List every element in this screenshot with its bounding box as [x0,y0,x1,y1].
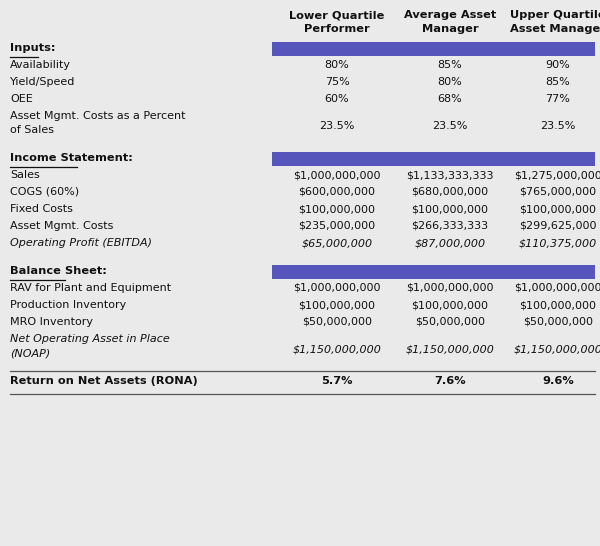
Text: $1,150,000,000: $1,150,000,000 [406,344,494,354]
Text: Asset Mgmt. Costs: Asset Mgmt. Costs [10,221,113,231]
Text: $100,000,000: $100,000,000 [299,204,376,214]
Text: 85%: 85% [545,77,571,87]
Text: Average Asset: Average Asset [404,10,496,20]
Text: $680,000,000: $680,000,000 [412,187,488,197]
Text: Balance Sheet:: Balance Sheet: [10,266,107,276]
Text: Inputs:: Inputs: [10,43,56,53]
Text: $600,000,000: $600,000,000 [299,187,376,197]
Text: Asset Manager: Asset Manager [510,24,600,34]
Text: $100,000,000: $100,000,000 [299,300,376,310]
Text: 23.5%: 23.5% [319,121,355,131]
Text: $100,000,000: $100,000,000 [412,204,488,214]
Text: 68%: 68% [437,94,463,104]
Text: $50,000,000: $50,000,000 [302,317,372,327]
Text: Availability: Availability [10,60,71,70]
Text: 85%: 85% [437,60,463,70]
Text: 23.5%: 23.5% [541,121,575,131]
Text: 23.5%: 23.5% [433,121,467,131]
Text: $100,000,000: $100,000,000 [520,300,596,310]
Text: Operating Profit (EBITDA): Operating Profit (EBITDA) [10,238,152,248]
Text: $1,000,000,000: $1,000,000,000 [293,170,381,180]
Text: $65,000,000: $65,000,000 [301,238,373,248]
Text: $1,000,000,000: $1,000,000,000 [514,283,600,293]
Text: COGS (60%): COGS (60%) [10,187,79,197]
Bar [272,42,595,56]
Text: $50,000,000: $50,000,000 [523,317,593,327]
Text: 60%: 60% [325,94,349,104]
Text: Net Operating Asset in Place: Net Operating Asset in Place [10,334,170,344]
Text: Production Inventory: Production Inventory [10,300,126,310]
Text: 75%: 75% [325,77,349,87]
Bar [272,265,595,279]
Text: 80%: 80% [437,77,463,87]
Text: $110,375,000: $110,375,000 [519,238,597,248]
Text: $1,150,000,000: $1,150,000,000 [514,344,600,354]
Text: Sales: Sales [10,170,40,180]
Text: 80%: 80% [325,60,349,70]
Text: Income Statement:: Income Statement: [10,153,133,163]
Text: $100,000,000: $100,000,000 [412,300,488,310]
Text: $1,150,000,000: $1,150,000,000 [293,344,382,354]
Text: MRO Inventory: MRO Inventory [10,317,93,327]
Text: RAV for Plant and Equipment: RAV for Plant and Equipment [10,283,171,293]
Text: Fixed Costs: Fixed Costs [10,204,73,214]
Text: Yield/Speed: Yield/Speed [10,77,76,87]
Text: $266,333,333: $266,333,333 [412,221,488,231]
Text: Manager: Manager [422,24,478,34]
Text: of Sales: of Sales [10,125,54,135]
Text: $1,275,000,000: $1,275,000,000 [514,170,600,180]
Text: $1,000,000,000: $1,000,000,000 [293,283,381,293]
Text: $765,000,000: $765,000,000 [520,187,596,197]
Text: $299,625,000: $299,625,000 [519,221,597,231]
Text: Performer: Performer [304,24,370,34]
Text: $1,000,000,000: $1,000,000,000 [406,283,494,293]
Text: 77%: 77% [545,94,571,104]
Text: OEE: OEE [10,94,33,104]
Text: 5.7%: 5.7% [321,376,353,386]
Text: Upper Quartile: Upper Quartile [510,10,600,20]
Text: (NOAP): (NOAP) [10,348,50,358]
Text: $87,000,000: $87,000,000 [415,238,485,248]
Text: 90%: 90% [545,60,571,70]
Text: $50,000,000: $50,000,000 [415,317,485,327]
Text: 9.6%: 9.6% [542,376,574,386]
Text: $100,000,000: $100,000,000 [520,204,596,214]
Text: Lower Quartile: Lower Quartile [289,10,385,20]
Text: 7.6%: 7.6% [434,376,466,386]
Text: $235,000,000: $235,000,000 [298,221,376,231]
Text: Asset Mgmt. Costs as a Percent: Asset Mgmt. Costs as a Percent [10,111,185,121]
Bar [272,152,595,166]
Text: $1,133,333,333: $1,133,333,333 [406,170,494,180]
Text: Return on Net Assets (RONA): Return on Net Assets (RONA) [10,376,198,386]
